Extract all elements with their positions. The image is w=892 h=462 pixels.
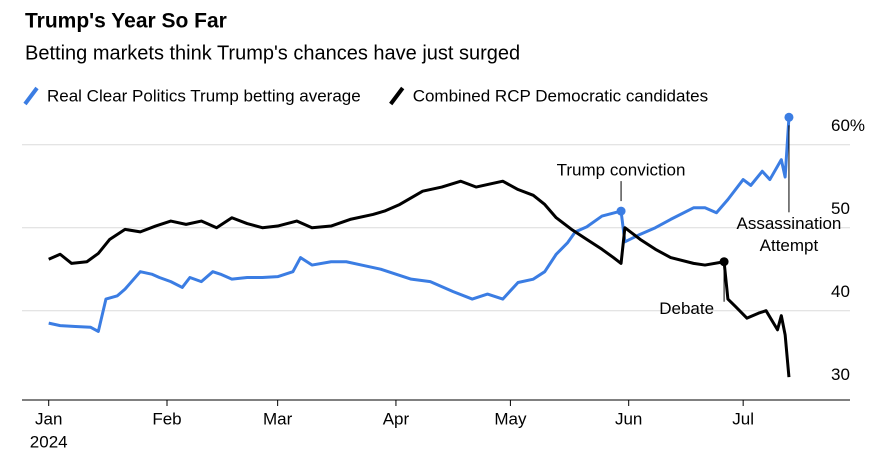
x-year-label: 2024 bbox=[30, 432, 68, 451]
annotation-dot bbox=[784, 112, 794, 122]
series-line bbox=[48, 117, 791, 333]
x-tick-label: Jan bbox=[35, 409, 62, 428]
x-tick-label: May bbox=[494, 409, 527, 428]
annotation-dot bbox=[719, 257, 729, 267]
x-tick-label: Feb bbox=[152, 409, 181, 428]
x-tick-label: Jun bbox=[615, 409, 642, 428]
x-tick-label: Mar bbox=[263, 409, 293, 428]
chart-title: Trump's Year So Far bbox=[25, 10, 227, 33]
annotation-label: Attempt bbox=[760, 236, 819, 255]
chart-subtitle: Betting markets think Trump's chances ha… bbox=[25, 42, 520, 64]
annotation-label: Trump conviction bbox=[557, 161, 686, 180]
x-tick-label: Apr bbox=[383, 409, 410, 428]
y-tick-label: 60% bbox=[831, 116, 865, 135]
annotation-label: Debate bbox=[659, 299, 714, 318]
y-tick-label: 40 bbox=[831, 282, 850, 301]
annotation-dot bbox=[616, 206, 626, 216]
legend-swatch bbox=[389, 86, 405, 106]
annotation-label: Assassination bbox=[737, 214, 842, 233]
y-tick-label: 30 bbox=[831, 365, 850, 384]
legend-swatch bbox=[23, 86, 39, 106]
legend-label: Real Clear Politics Trump betting averag… bbox=[47, 86, 361, 105]
x-tick-label: Jul bbox=[732, 409, 754, 428]
legend-label: Combined RCP Democratic candidates bbox=[413, 86, 708, 105]
y-tick-label: 50 bbox=[831, 199, 850, 218]
